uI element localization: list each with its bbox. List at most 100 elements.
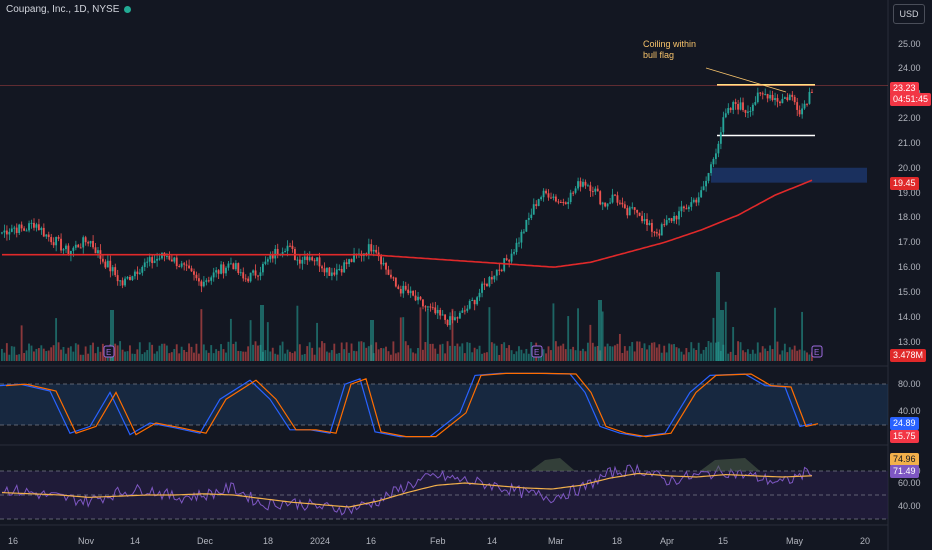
candle-body [276, 248, 279, 255]
volume-bar [276, 354, 279, 361]
candle-body [486, 283, 488, 287]
volume-bar [454, 345, 456, 361]
volume-bar [609, 346, 611, 361]
candle-body [15, 227, 18, 233]
candle-body [185, 264, 188, 266]
candle-body [195, 274, 198, 279]
volume-bar [380, 347, 383, 361]
price-axis-label: 16.00 [898, 262, 921, 273]
annotation-text: Coiling within bull flag [643, 39, 696, 61]
market-status-dot [124, 5, 132, 13]
volume-bar [577, 308, 579, 361]
candle-body [471, 299, 474, 301]
candle-body [707, 173, 710, 181]
volume-bar [503, 342, 506, 361]
volume-bar [468, 342, 471, 361]
volume-bar [338, 352, 341, 361]
volume-bar [520, 349, 523, 361]
candle-body [771, 94, 774, 101]
volume-bar [62, 346, 65, 361]
candle-body [493, 275, 496, 280]
earnings-marker [103, 345, 115, 358]
candle-body [702, 186, 705, 191]
candle-body [562, 201, 565, 203]
volume-bar [121, 349, 124, 361]
candle-body [249, 272, 252, 282]
volume-bar [668, 343, 671, 361]
volume-bar [712, 317, 715, 361]
candle-body [84, 237, 87, 243]
volume-bar [158, 345, 161, 361]
symbol-title[interactable]: Coupang, Inc., 1D, NYSE [6, 4, 132, 15]
candle-body [146, 261, 149, 263]
candle-body [439, 309, 442, 316]
volume-bar [335, 353, 338, 361]
volume-bar [451, 308, 454, 361]
candle-body [210, 277, 213, 281]
candle-body [353, 253, 355, 262]
candle-body [87, 242, 90, 244]
candle-body [650, 222, 653, 232]
candle-body [62, 249, 65, 251]
candle-body [554, 196, 557, 202]
volume-bar [481, 353, 483, 361]
candle-body [776, 98, 779, 102]
volume-bar [412, 352, 415, 361]
candle-body [668, 218, 671, 221]
candle-body [678, 211, 680, 220]
price-axis-label: 15.00 [898, 287, 921, 297]
volume-bar [682, 354, 685, 361]
volume-bar [648, 345, 651, 361]
candle-body [340, 269, 343, 273]
volume-bar [663, 345, 666, 361]
volume-bar [23, 352, 26, 361]
volume-bar [441, 343, 444, 361]
price-axis-label: 18.00 [898, 212, 921, 223]
candle-body [229, 263, 232, 265]
price-axis-label: 14.00 [898, 311, 921, 322]
candle-body [579, 181, 582, 187]
volume-bar [57, 342, 60, 361]
volume-bar [483, 352, 486, 361]
volume-bar [404, 341, 407, 361]
volume-bar [151, 344, 154, 361]
candle-body [724, 113, 727, 118]
candle-body [136, 271, 139, 274]
volume-bar [655, 347, 658, 361]
volume-bar [594, 346, 597, 361]
candle-body [488, 277, 491, 287]
volume-bar [15, 354, 18, 361]
candle-body [380, 256, 383, 265]
volume-bar [252, 344, 254, 361]
volume-bar [631, 342, 634, 361]
volume-bar [215, 349, 218, 361]
volume-bar [678, 348, 680, 361]
volume-bar [343, 349, 346, 361]
volume-bar [769, 345, 772, 361]
candle-body [577, 181, 579, 189]
candle-body [429, 306, 432, 308]
candle-body [417, 296, 419, 301]
candle-body [350, 259, 353, 262]
candle-body [148, 257, 151, 262]
candle-body [535, 204, 538, 206]
candle-body [153, 260, 156, 264]
candle-body [101, 258, 104, 262]
price-axis-label: 22.00 [898, 113, 921, 124]
candle-body [114, 267, 117, 276]
volume-bar [65, 353, 67, 361]
currency-button[interactable]: USD [893, 4, 925, 24]
volume-bar [670, 344, 673, 361]
volume-bar [446, 341, 449, 361]
candle-body [626, 208, 629, 216]
x-axis-label: Dec [197, 536, 214, 546]
volume-bar [764, 348, 767, 361]
volume-bar [646, 349, 648, 361]
volume-bar [279, 345, 282, 361]
volume-bar [751, 349, 754, 361]
volume-bar [766, 351, 769, 361]
candle-body [426, 306, 429, 308]
volume-bar [3, 352, 6, 361]
volume-bar [126, 351, 129, 361]
